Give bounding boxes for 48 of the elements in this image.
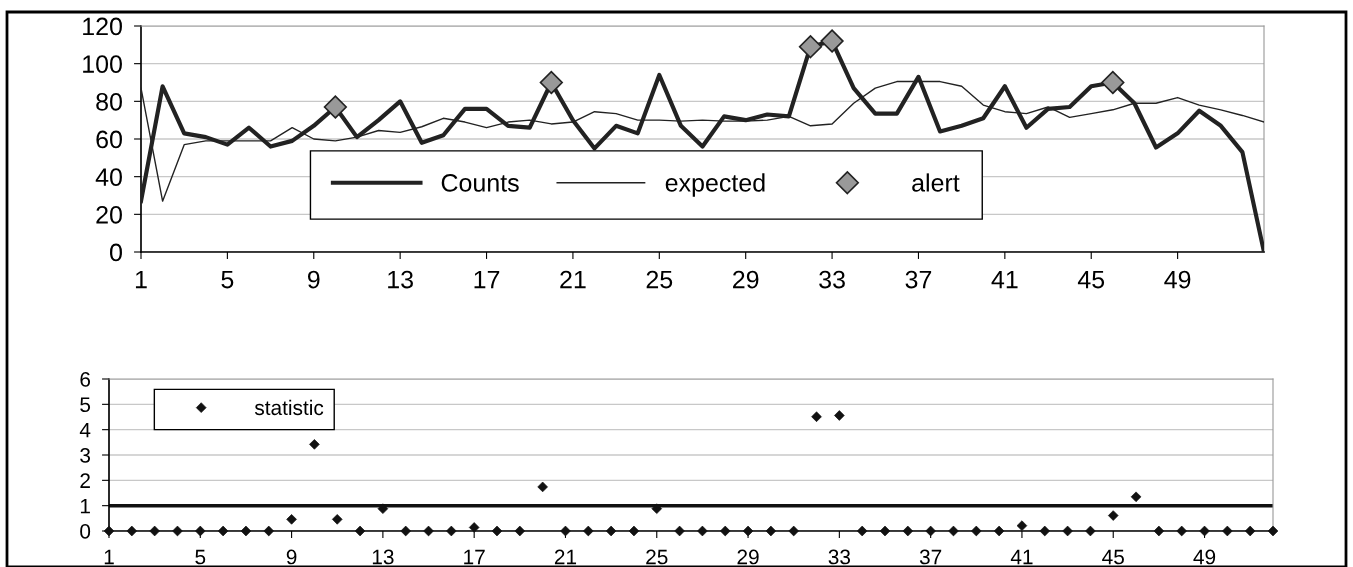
legend-label: statistic (254, 399, 324, 416)
x-tick-label: 13 (372, 549, 394, 565)
x-tick-label: 25 (646, 549, 668, 565)
y-tick-label: 80 (96, 92, 122, 111)
x-tick-label: 33 (819, 270, 845, 289)
y-tick-label: 2 (80, 473, 90, 488)
legend-label: Counts (441, 174, 519, 192)
y-tick-label: 60 (96, 130, 122, 149)
x-tick-label: 21 (554, 549, 577, 565)
point (323, 95, 348, 119)
y-tick-label: 1 (80, 498, 90, 514)
x-tick-label: 49 (1164, 270, 1191, 289)
y-tick-label: 5 (80, 397, 91, 413)
x-tick-label: 9 (286, 549, 297, 565)
x-tick-label: 17 (464, 549, 485, 565)
y-tick-label: 4 (79, 422, 91, 438)
x-tick-label: 41 (1010, 549, 1033, 565)
x-tick-label: 5 (195, 549, 206, 565)
x-tick-label: 1 (135, 270, 147, 289)
x-tick-label: 9 (307, 270, 320, 289)
x-tick-label: 33 (828, 549, 851, 565)
y-tick-label: 6 (80, 372, 91, 387)
x-tick-label: 25 (646, 270, 673, 289)
y-tick-label: 120 (83, 17, 122, 36)
x-tick-label: 17 (474, 270, 500, 289)
x-tick-label: 29 (737, 549, 759, 565)
x-tick-label: 13 (388, 270, 413, 289)
x-tick-label: 41 (991, 270, 1018, 289)
x-tick-label: 45 (1102, 549, 1124, 565)
x-tick-label: 49 (1193, 549, 1216, 565)
legend-label: alert (912, 173, 960, 192)
y-tick-label: 20 (96, 205, 122, 224)
point (820, 29, 844, 53)
point (1101, 70, 1125, 95)
x-tick-label: 45 (1077, 270, 1105, 289)
y-tick-label: 0 (80, 524, 91, 539)
x-tick-label: 5 (221, 270, 234, 289)
y-tick-label: 40 (95, 168, 122, 186)
point (539, 70, 563, 95)
y-tick-label: 3 (80, 448, 91, 463)
x-tick-label: 37 (905, 270, 932, 289)
x-tick-label: 21 (560, 270, 586, 289)
x-tick-label: 37 (919, 549, 942, 565)
legend-label: expected (665, 173, 765, 197)
point (798, 35, 823, 59)
y-tick-label: 0 (110, 243, 122, 262)
y-tick-label: 100 (83, 55, 122, 73)
x-tick-label: 29 (733, 270, 759, 289)
